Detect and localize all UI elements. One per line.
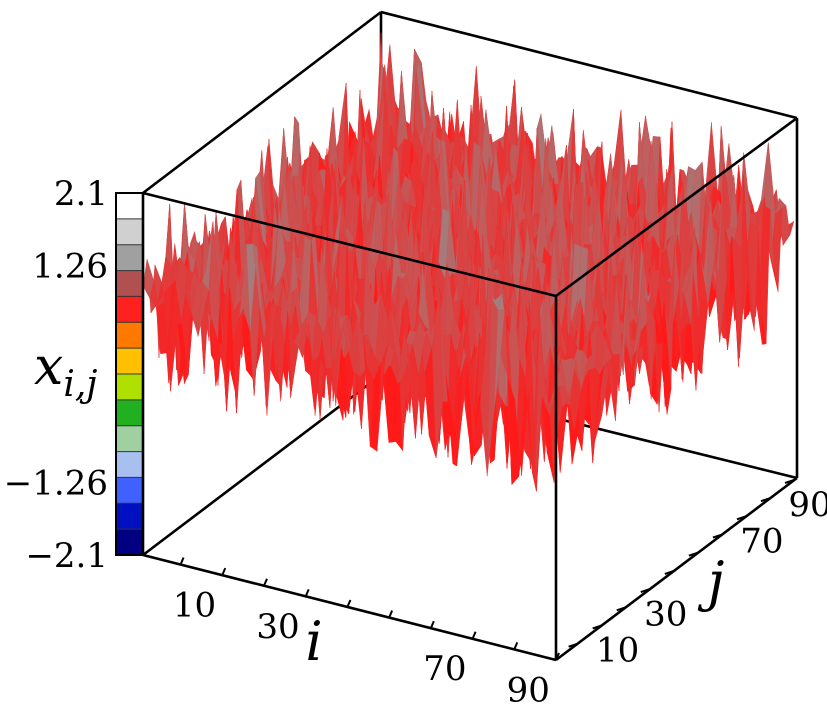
j-axis-tick <box>736 515 747 521</box>
i-axis-tick <box>263 578 268 587</box>
i-axis-tick <box>179 557 185 565</box>
colorbar: 2.1 1.26 −1.26 −2.1 <box>4 174 144 576</box>
j-tick-label: 30 <box>644 594 687 634</box>
i-tick-label: 30 <box>256 607 299 647</box>
colorbar-segment <box>116 374 143 401</box>
j-tick-label: 70 <box>740 522 783 562</box>
colorbar-segment <box>116 477 143 504</box>
i-axis-tick <box>388 610 394 618</box>
i-axis-tick <box>555 652 560 661</box>
colorbar-segment <box>116 503 143 530</box>
i-tick-label: 10 <box>173 586 216 626</box>
j-tick-label: 90 <box>788 485 827 525</box>
colorbar-segment <box>116 348 143 375</box>
colorbar-tick-label: −2.1 <box>25 536 108 576</box>
bounding-box-front <box>141 116 798 662</box>
colorbar-segment <box>116 270 143 297</box>
j-axis-tick <box>688 551 699 557</box>
colorbar-segment <box>116 322 143 349</box>
box-edge <box>555 476 798 662</box>
i-axis-tick <box>221 567 227 576</box>
surface-plot <box>142 32 795 492</box>
colorbar-tick-label: 1.26 <box>32 246 108 286</box>
colorbar-segment <box>116 296 143 323</box>
j-axis-label: j <box>698 550 725 613</box>
i-axis-label: i <box>305 610 322 673</box>
box-edge <box>142 191 557 298</box>
colorbar-tick-label: 2.1 <box>54 174 108 214</box>
colorbar-segment <box>116 425 143 453</box>
z-axis-label-subscript: i,j <box>63 364 97 405</box>
box-edge <box>142 553 557 662</box>
i-tick-label: 90 <box>507 670 550 709</box>
z-axis-label: xi,j <box>34 337 97 405</box>
colorbar-segment <box>116 193 143 220</box>
colorbar-tick-label: −1.26 <box>4 464 108 504</box>
j-axis-tick <box>592 624 602 630</box>
colorbar-segment <box>116 399 143 427</box>
box-edge <box>555 116 798 298</box>
j-axis-tick <box>712 533 723 539</box>
colorbar-segment <box>116 218 143 246</box>
j-axis-tick <box>616 606 627 612</box>
j-tick-label: 10 <box>596 631 639 671</box>
j-axis-tick <box>784 479 795 484</box>
i-tick-label: 70 <box>423 649 466 689</box>
i-axis-tick <box>346 599 352 608</box>
box-edge <box>142 10 382 195</box>
j-axis-tick <box>664 569 675 575</box>
j-axis-tick <box>760 497 771 503</box>
colorbar-segment <box>116 451 143 478</box>
j-axis-tick <box>568 642 578 648</box>
colorbar-segment <box>116 529 143 556</box>
i-axis-tick <box>471 631 477 640</box>
box-edge <box>380 10 798 120</box>
colorbar-segment <box>116 244 143 272</box>
axis-ticks <box>179 479 795 661</box>
j-axis-tick <box>640 588 651 594</box>
i-axis-tick <box>429 620 435 629</box>
i-axis-tick <box>513 642 519 650</box>
i-axis-tick <box>304 588 310 597</box>
